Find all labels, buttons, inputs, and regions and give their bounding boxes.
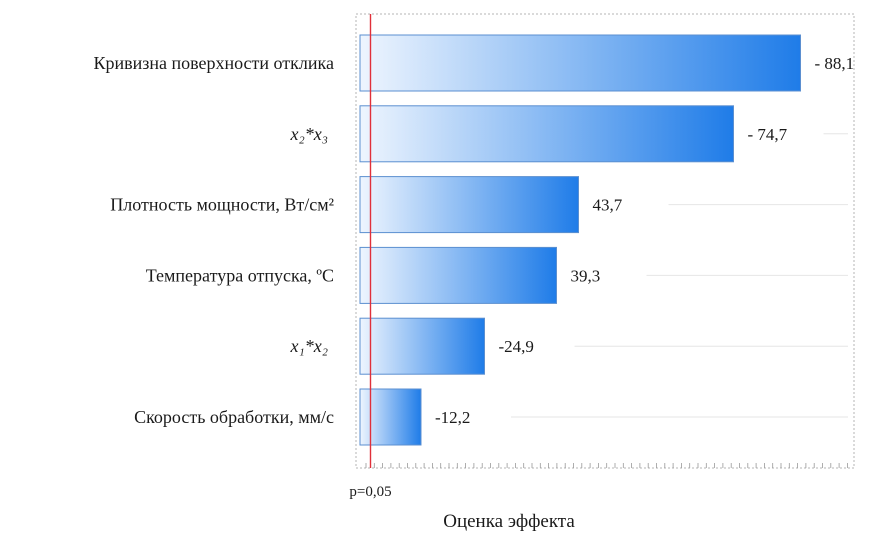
reference-line-label: p=0,05 — [349, 484, 391, 500]
bar-3 — [359, 176, 579, 234]
x-axis-title: Оценка эффекта — [443, 511, 575, 532]
category-label: x₂*x₃ — [290, 124, 329, 144]
category-label: Плотность мощности, Вт/см² — [110, 195, 334, 215]
value-label: -12,2 — [435, 408, 470, 427]
value-label: 39,3 — [571, 266, 601, 285]
bar-1 — [359, 34, 801, 92]
bar-4 — [359, 246, 557, 304]
value-label: 43,7 — [593, 196, 623, 215]
category-label: Кривизна поверхности отклика — [93, 53, 334, 73]
value-label: -24,9 — [499, 337, 534, 356]
category-label: Скорость обработки, мм/с — [134, 407, 334, 427]
value-label: - 88,1 — [815, 54, 855, 73]
bar-2 — [359, 105, 734, 163]
bar-5 — [359, 317, 485, 375]
category-label: Температура отпуска, ºС — [146, 265, 334, 285]
category-label: x₁*x₂ — [290, 336, 329, 356]
value-label: - 74,7 — [748, 125, 788, 144]
bar-6 — [359, 388, 422, 446]
